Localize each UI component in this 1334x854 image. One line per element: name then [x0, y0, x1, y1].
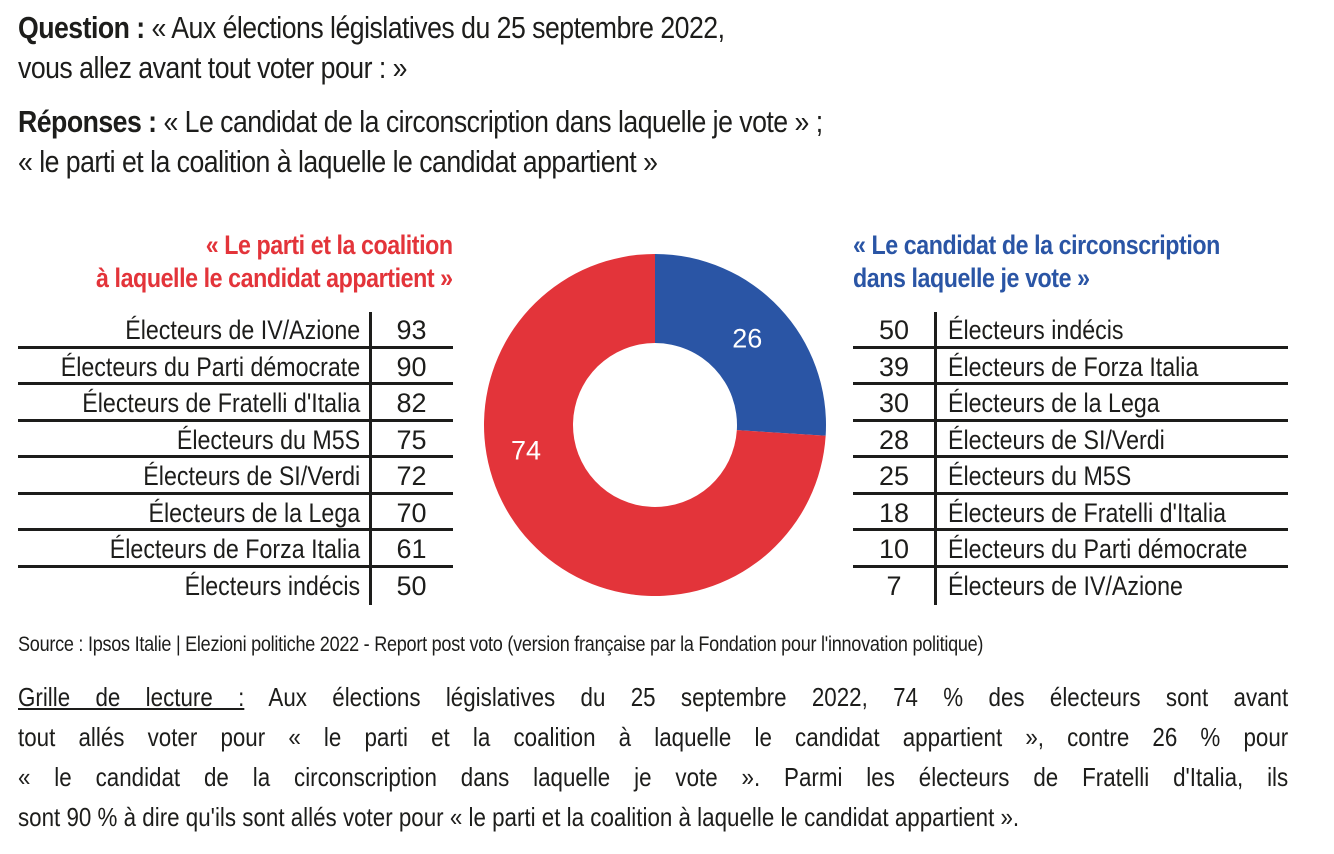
candidate-table: Électeurs indécis 50 Électeurs de Forza It… [853, 312, 1288, 604]
row-label: Électeurs de Fratelli d'Italia [948, 497, 1227, 528]
party-column-title: « Le parti et la coalition à laquelle le … [96, 230, 453, 293]
answers-label: Réponses : [18, 104, 157, 139]
row-label: Électeurs de Forza Italia [109, 534, 360, 564]
table-row: Électeurs indécis 50 [18, 568, 453, 605]
row-label: Électeurs de IV/Azione [125, 315, 360, 345]
table-row: Électeurs de SI/Verdi 28 [853, 422, 1288, 458]
reading-line-4: sont 90 % à dire qu'ils sont allés voter… [18, 802, 1020, 832]
answers-line-1: Réponses : « Le candidat de la circonscr… [18, 104, 823, 139]
row-label: Électeurs du M5S [176, 424, 360, 455]
row-label: Électeurs indécis [948, 315, 1124, 345]
row-label: Électeurs de IV/Azione [948, 570, 1183, 601]
row-value: 39 [878, 351, 910, 382]
question-line-1: Question : « Aux élections législatives … [18, 10, 725, 45]
question-label: Question : [18, 10, 145, 45]
row-value: 93 [396, 315, 427, 345]
table-row: Électeurs du M5S 75 [18, 422, 453, 458]
row-value: 82 [396, 388, 427, 418]
candidate-column-title: « Le candidat de la circonscription dans … [853, 230, 1220, 293]
row-value: 18 [878, 497, 910, 528]
reading-line-2: tout allés voter pour « le parti et la c… [18, 722, 1289, 752]
header: Question : « Aux élections législatives … [18, 8, 1318, 182]
source-note: Source : Ipsos Italie | Elezioni politic… [18, 633, 984, 656]
donut-slice-0 [655, 254, 826, 436]
donut-value-label-0: 26 [732, 323, 762, 353]
row-label: Électeurs de la Lega [148, 497, 360, 528]
row-label: Électeurs de la Lega [948, 388, 1160, 418]
row-value: 25 [878, 461, 910, 491]
reading-line-3: « le candidat de la circonscription dans… [18, 762, 1289, 792]
answers-line-2: « le parti et la coalition à laquelle le… [18, 144, 658, 179]
table-row: Électeurs du Parti démocrate 90 [18, 349, 453, 385]
table-row: Électeurs de Forza Italia 39 [853, 349, 1288, 385]
table-row: Électeurs de la Lega 70 [18, 495, 453, 531]
row-value: 30 [878, 388, 910, 418]
donut-value-label-1: 74 [511, 436, 541, 466]
reading-line-1: Grille de lecture : Aux élections législ… [18, 682, 1289, 712]
row-label: Électeurs du Parti démocrate [60, 351, 360, 382]
candidate-table-divider [934, 312, 937, 605]
row-label: Électeurs du Parti démocrate [948, 534, 1248, 564]
table-row: Électeurs de Forza Italia 61 [18, 531, 453, 568]
question-line-2: vous allez avant tout voter pour : » [18, 50, 407, 85]
donut-slice-1 [484, 254, 826, 596]
party-table-divider [369, 312, 372, 605]
row-value: 90 [396, 351, 427, 382]
row-value: 70 [396, 497, 427, 528]
table-row: Électeurs du M5S 25 [853, 458, 1288, 495]
row-value: 7 [886, 570, 902, 601]
table-row: Électeurs de Fratelli d'Italia 82 [18, 385, 453, 422]
row-value: 10 [878, 534, 910, 564]
table-row: Électeurs de IV/Azione 7 [853, 568, 1288, 605]
row-value: 61 [396, 534, 427, 564]
table-row: Électeurs de SI/Verdi 72 [18, 458, 453, 495]
table-row: Électeurs du Parti démocrate 10 [853, 531, 1288, 568]
row-value: 28 [878, 424, 910, 455]
table-row: Électeurs de la Lega 30 [853, 385, 1288, 422]
row-value: 50 [878, 315, 910, 345]
row-label: Électeurs indécis [184, 570, 360, 601]
table-row: Électeurs indécis 50 [853, 312, 1288, 349]
donut-chart: 26 74 [484, 254, 826, 596]
table-row: Électeurs de IV/Azione 93 [18, 312, 453, 349]
row-value: 72 [396, 461, 427, 491]
row-label: Électeurs de Fratelli d'Italia [81, 388, 360, 418]
row-value: 75 [396, 424, 427, 455]
row-value: 50 [396, 570, 427, 601]
row-label: Électeurs du M5S [948, 461, 1132, 491]
reading-guide: Grille de lecture : Aux élections législ… [18, 677, 1288, 837]
reading-label: Grille de lecture : [18, 682, 245, 712]
table-row: Électeurs de Fratelli d'Italia 18 [853, 495, 1288, 531]
row-label: Électeurs de SI/Verdi [948, 424, 1165, 455]
row-label: Électeurs de SI/Verdi [143, 461, 360, 491]
party-table: Électeurs de IV/Azione 93 Électeurs du Par… [18, 312, 453, 604]
row-label: Électeurs de Forza Italia [948, 351, 1199, 382]
